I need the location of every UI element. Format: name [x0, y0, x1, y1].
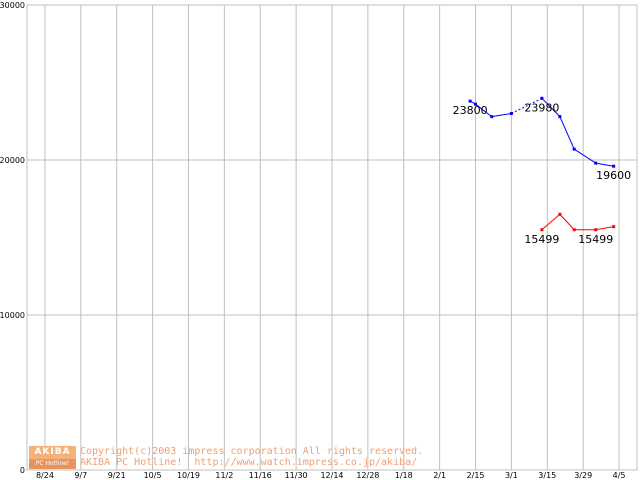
- series-0-segment: [595, 162, 614, 167]
- akiba-logo: AKIBA PC Hotline!: [29, 446, 76, 469]
- x-tick-label: 3/29: [574, 471, 592, 480]
- series-1-point: [558, 212, 562, 216]
- x-tick-label: 9/7: [74, 471, 87, 480]
- x-tick-label: 8/24: [36, 471, 54, 480]
- x-tick-label: 1/18: [395, 471, 413, 480]
- series-0-point: [490, 115, 494, 119]
- series-0-point: [474, 102, 478, 106]
- logo-top-text: AKIBA: [29, 446, 76, 459]
- copyright-line-1: Copyright(c)2003 impress corporation All…: [80, 446, 424, 457]
- y-tick-label: 30000: [0, 1, 25, 10]
- y-tick-label: 20000: [0, 156, 25, 165]
- series-0-segment: [511, 97, 543, 114]
- series-0-point: [594, 161, 598, 165]
- y-tick-label: 10000: [0, 311, 25, 320]
- copyright-line-2: AKIBA PC Hotline! http://www.watch.impre…: [80, 457, 418, 468]
- x-tick-label: 11/2: [215, 471, 233, 480]
- series-0-segment: [573, 148, 597, 164]
- x-tick-label: 10/5: [144, 471, 162, 480]
- x-tick-label: 11/30: [285, 471, 308, 480]
- series-0-point: [612, 164, 616, 168]
- series-1-point: [594, 228, 598, 232]
- series-0-point: [540, 96, 544, 100]
- series-1-point: [612, 225, 616, 229]
- x-tick-label: 3/1: [505, 471, 518, 480]
- x-tick-label: 2/15: [467, 471, 485, 480]
- data-label: 15499: [524, 233, 559, 246]
- y-tick-label: 0: [20, 466, 25, 475]
- series-0-segment: [475, 103, 492, 117]
- data-label: 23800: [453, 104, 488, 117]
- x-tick-label: 2/1: [433, 471, 446, 480]
- data-label: 15499: [578, 233, 613, 246]
- data-label: 19600: [596, 169, 631, 182]
- series-0-point: [509, 112, 513, 115]
- logo-bottom-text: PC Hotline!: [29, 459, 76, 469]
- series-1-segment: [541, 213, 561, 231]
- series-0-segment: [491, 113, 512, 118]
- data-label: 23980: [524, 101, 559, 114]
- series-1-segment: [595, 226, 614, 231]
- x-tick-label: 12/28: [356, 471, 379, 480]
- series-0-point: [468, 99, 472, 103]
- copyright-watermark: Copyright(c)2003 impress corporation All…: [80, 446, 423, 468]
- x-tick-label: 4/5: [613, 471, 626, 480]
- series-1-segment: [559, 213, 575, 231]
- x-tick-label: 11/16: [249, 471, 272, 480]
- x-tick-label: 3/15: [538, 471, 556, 480]
- series-0-point: [558, 115, 562, 119]
- x-tick-label: 9/21: [108, 471, 126, 480]
- series-0-point: [572, 147, 576, 151]
- series-1-point: [572, 228, 576, 232]
- series-0-segment: [559, 116, 575, 150]
- x-tick-label: 10/19: [177, 471, 200, 480]
- series-1-point: [540, 228, 544, 232]
- x-tick-label: 12/14: [320, 471, 343, 480]
- series-0-segment: [541, 97, 561, 117]
